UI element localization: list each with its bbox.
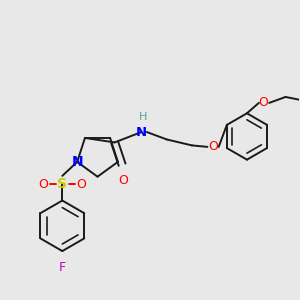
Text: H: H	[139, 112, 147, 122]
Text: O: O	[77, 178, 87, 191]
Text: N: N	[136, 125, 147, 139]
Text: O: O	[258, 96, 268, 110]
Text: O: O	[208, 140, 218, 153]
Text: S: S	[57, 177, 67, 191]
Text: N: N	[71, 155, 83, 169]
Text: O: O	[119, 174, 128, 187]
Text: O: O	[38, 178, 48, 191]
Text: F: F	[59, 262, 66, 275]
